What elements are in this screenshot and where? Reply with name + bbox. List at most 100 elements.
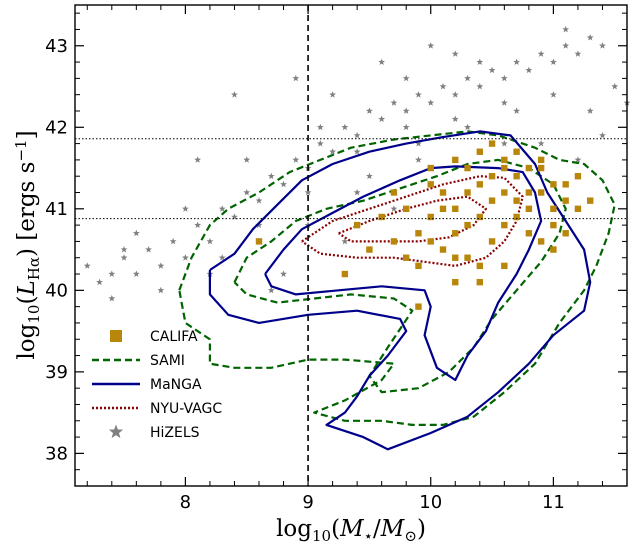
califa-point-27 xyxy=(378,213,385,221)
califa-point-32 xyxy=(415,262,422,270)
hizels-point-72 xyxy=(231,91,238,98)
califa-point-28 xyxy=(427,181,434,188)
califa-point-39 xyxy=(427,164,434,172)
califa-point-44 xyxy=(550,246,557,253)
hizels-point-23 xyxy=(365,107,373,114)
hizels-point-5 xyxy=(145,245,153,253)
califa-point-58 xyxy=(501,221,508,229)
hizels-point-83 xyxy=(500,139,508,147)
hizels-point-87 xyxy=(120,245,128,253)
califa-point-35 xyxy=(587,197,594,204)
y-axis-title: log10(LHα) [ergs s−1] xyxy=(12,130,43,359)
x-axis-title: log10(M⋆/M⊙) xyxy=(276,516,426,545)
califa-point-43 xyxy=(537,238,545,245)
califa-point-26 xyxy=(390,238,398,245)
hizels-point-9 xyxy=(194,221,202,229)
hizels-point-25 xyxy=(390,99,398,106)
hizels-point-32 xyxy=(476,82,484,90)
califa-point-2 xyxy=(464,164,471,172)
califa-point-57 xyxy=(550,181,557,188)
califa-point-18 xyxy=(525,230,533,237)
hizels-point-84 xyxy=(599,131,606,139)
hizels-point-34 xyxy=(500,74,508,82)
califa-point-41 xyxy=(341,270,349,278)
hizels-point-36 xyxy=(525,66,533,74)
hizels-point-7 xyxy=(169,237,177,245)
hizels-point-13 xyxy=(243,188,251,196)
califa-point-59 xyxy=(452,278,459,286)
y-tick-label-0: 38 xyxy=(45,443,68,464)
sami-contour-0 xyxy=(178,130,616,426)
hizels-point-38 xyxy=(549,58,557,65)
hizels-point-4 xyxy=(132,270,140,277)
califa-point-4 xyxy=(488,197,496,204)
y-tick-label-2: 40 xyxy=(45,280,68,301)
califa-point-22 xyxy=(476,148,483,155)
califa-point-33 xyxy=(525,205,533,213)
califa-point-23 xyxy=(501,164,508,172)
manga-contour-0 xyxy=(208,130,592,451)
hizels-point-52 xyxy=(157,286,165,294)
califa-point-42 xyxy=(255,238,263,245)
hizels-point-1 xyxy=(96,278,103,286)
legend: CALIFA SAMI MaNGA NYU-VAGC HiZELS xyxy=(92,329,222,441)
califa-layer xyxy=(255,140,594,310)
nyu-vagc-contour-0 xyxy=(301,175,524,267)
califa-point-37 xyxy=(513,148,520,155)
califa-point-8 xyxy=(537,164,545,172)
califa-point-53 xyxy=(488,173,496,180)
legend-label-sami: SAMI xyxy=(150,353,185,369)
hizels-point-74 xyxy=(378,58,386,65)
califa-point-0 xyxy=(439,189,447,196)
hizels-point-22 xyxy=(353,131,361,139)
hizels-point-55 xyxy=(243,156,251,163)
hizels-point-57 xyxy=(402,74,410,82)
califa-point-9 xyxy=(550,205,557,213)
hizels-point-67 xyxy=(365,172,373,180)
hizels-point-81 xyxy=(353,188,361,196)
califa-point-12 xyxy=(427,213,434,221)
hizels-point-19 xyxy=(316,139,324,147)
hizels-point-59 xyxy=(549,91,557,98)
hizels-point-20 xyxy=(329,148,337,155)
legend-label-nyu-vagc: NYU-VAGC xyxy=(150,401,222,417)
califa-point-1 xyxy=(452,205,459,213)
x-tick-label-2: 10 xyxy=(419,492,442,513)
hizels-point-44 xyxy=(562,25,570,33)
hizels-point-8 xyxy=(181,254,189,261)
hizels-point-85 xyxy=(218,254,226,261)
hizels-point-2 xyxy=(108,270,116,277)
hizels-point-47 xyxy=(402,123,410,131)
hizels-point-58 xyxy=(476,58,484,65)
hizels-point-79 xyxy=(194,156,202,163)
hizels-point-46 xyxy=(451,115,459,123)
hizels-point-17 xyxy=(292,156,300,163)
y-tick-label-3: 41 xyxy=(45,199,68,220)
hizels-point-24 xyxy=(378,115,386,123)
califa-point-54 xyxy=(525,164,533,172)
califa-point-55 xyxy=(439,205,447,213)
califa-point-60 xyxy=(415,303,422,310)
hizels-point-14 xyxy=(255,197,263,204)
califa-point-45 xyxy=(501,189,508,196)
califa-point-3 xyxy=(476,181,483,188)
hizels-point-27 xyxy=(415,91,422,98)
legend-label-hizels: HiZELS xyxy=(150,425,200,441)
califa-point-29 xyxy=(501,262,508,270)
hizels-point-29 xyxy=(439,82,447,90)
califa-point-63 xyxy=(427,238,434,245)
hizels-point-62 xyxy=(390,205,398,212)
hizels-point-30 xyxy=(451,91,459,98)
hizels-point-28 xyxy=(427,99,435,106)
hizels-point-33 xyxy=(488,66,496,74)
hizels-point-40 xyxy=(574,50,582,57)
califa-point-48 xyxy=(403,254,410,261)
hizels-point-65 xyxy=(537,139,545,147)
y-tick-label-1: 39 xyxy=(45,362,68,383)
hizels-point-78 xyxy=(132,229,140,237)
hizels-point-68 xyxy=(415,156,422,163)
califa-point-47 xyxy=(452,230,459,237)
califa-point-6 xyxy=(513,173,520,180)
hizels-point-45 xyxy=(500,99,508,106)
